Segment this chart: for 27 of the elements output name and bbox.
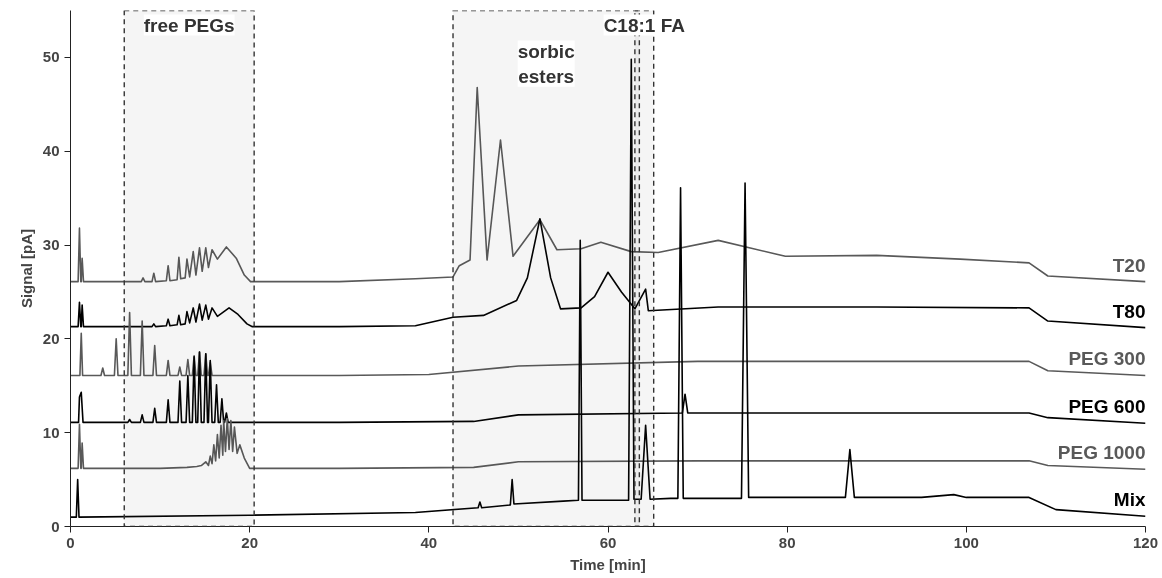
band-label: C18:1 FA	[603, 14, 686, 36]
x-tick-label: 0	[66, 533, 75, 551]
y-tick-label: 10	[42, 423, 60, 441]
x-tick-label: 20	[241, 533, 259, 551]
line-series	[70, 86, 1146, 283]
y-tick-label: 40	[42, 142, 60, 160]
series-label: PEG 300	[1068, 348, 1146, 370]
series-label: PEG 600	[1068, 396, 1146, 418]
series-label: T20	[1112, 254, 1146, 276]
x-axis-title: Time [min]	[570, 555, 646, 573]
band-label: sorbic esters	[517, 40, 576, 87]
series-label: Mix	[1113, 489, 1146, 511]
x-tick-label: 80	[778, 533, 796, 551]
x-tick-label: 120	[1132, 533, 1159, 551]
x-tick-label: 100	[953, 533, 979, 551]
series-label: PEG 1000	[1057, 442, 1146, 464]
y-tick-label: 30	[42, 236, 60, 254]
line-series	[70, 58, 1146, 518]
y-axis-title: Signal [pA]	[17, 228, 35, 309]
y-tick-label: 50	[42, 48, 60, 66]
x-tick-label: 60	[599, 533, 617, 551]
series-label: T80	[1112, 300, 1146, 322]
x-tick-label: 40	[420, 533, 438, 551]
band-label: free PEGs	[143, 14, 235, 36]
y-tick-label: 20	[42, 329, 60, 347]
y-tick-label: 0	[51, 517, 60, 535]
line-series	[70, 417, 1146, 471]
